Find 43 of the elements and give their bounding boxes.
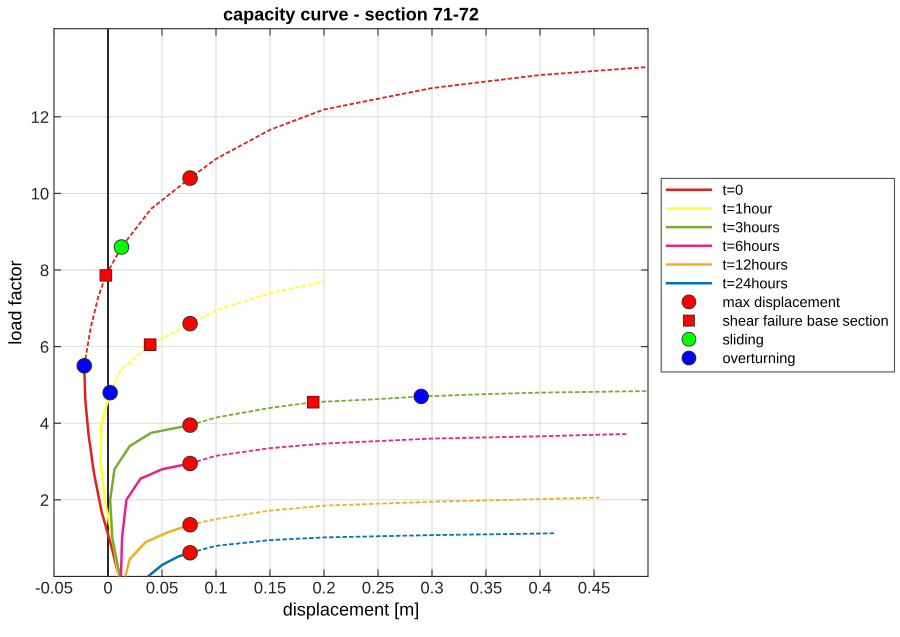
y-axis-title: load factor: [8, 260, 22, 344]
point: [182, 456, 198, 472]
x-tick-label: 0.25: [362, 582, 394, 594]
x-tick-label: 0.1: [205, 582, 227, 594]
point: [102, 384, 118, 400]
legend-label: max displacement: [723, 296, 840, 310]
y-tick-label: 4: [40, 418, 49, 430]
point: [306, 396, 320, 408]
y-tick-label: 8: [40, 264, 48, 276]
legend-label: t=3hours: [722, 222, 780, 232]
y-tick-label: 2: [40, 494, 48, 506]
x-tick-label: 0.4: [529, 582, 552, 594]
point: [182, 316, 198, 332]
x-tick-label: 0.2: [313, 582, 335, 594]
legend-label: t=6hours: [722, 240, 780, 252]
point: [100, 269, 112, 282]
legend-label: shear failure base section: [722, 315, 888, 326]
legend-label: t=1hour: [722, 202, 772, 214]
point: [182, 544, 198, 560]
point: [182, 170, 198, 186]
x-tick-label: 0.35: [470, 582, 502, 594]
point: [144, 338, 156, 352]
point: [182, 417, 198, 433]
point: [76, 358, 92, 374]
x-tick-label: 0.45: [578, 582, 610, 594]
y-tick-label: 6: [40, 341, 48, 353]
chart-title: capacity curve - section 71-72: [224, 7, 478, 24]
legend-label: t=24hours: [722, 278, 788, 288]
legend-label: overturning: [723, 352, 794, 366]
x-tick-label: 0: [104, 582, 112, 594]
point: [413, 388, 429, 404]
x-axis-title: displacement [m]: [284, 602, 418, 620]
legend-label: t=0: [722, 184, 743, 195]
point: [182, 517, 198, 533]
y-tick-label: 10: [32, 188, 48, 200]
y-tick-label: 12: [32, 111, 48, 123]
x-tick-label: 0.05: [146, 582, 178, 594]
legend-label: sliding: [722, 334, 763, 348]
x-tick-label: 0.3: [421, 582, 443, 594]
point: [114, 239, 130, 255]
x-tick-label: -0.05: [36, 582, 72, 594]
x-tick-label: 0.15: [254, 582, 286, 594]
legend-label: t=12hours: [722, 259, 788, 270]
